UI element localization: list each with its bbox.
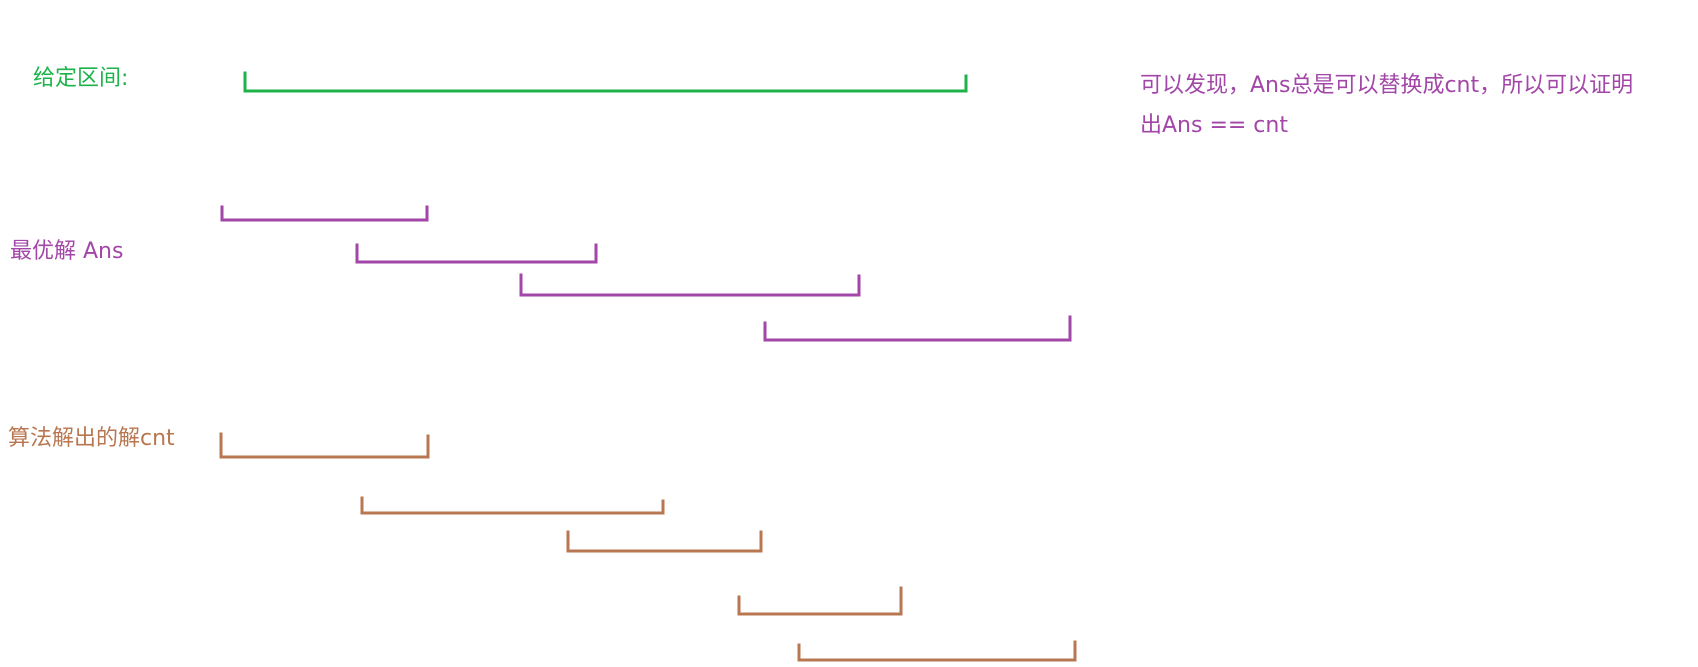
- cnt-interval-2: [360, 496, 665, 515]
- conclusion-note-line-1: 可以发现，Ans总是可以替换成cnt，所以可以证明: [1140, 73, 1634, 98]
- cnt-intervals-group: [219, 432, 1077, 662]
- cnt-interval-4: [737, 586, 903, 616]
- ans-interval-4: [763, 315, 1072, 342]
- ans-interval-2: [355, 243, 598, 264]
- ans-interval-3: [519, 273, 861, 297]
- algorithm-solution-label: 算法解出的解cnt: [8, 426, 175, 451]
- cnt-interval-3: [566, 530, 763, 553]
- given-interval-bracket: [243, 71, 968, 93]
- given-interval-group: [243, 71, 968, 93]
- given-interval-label: 给定区间:: [33, 66, 129, 91]
- optimal-solution-label: 最优解 Ans: [10, 239, 124, 264]
- cnt-interval-1: [219, 432, 430, 459]
- conclusion-note: 可以发现，Ans总是可以替换成cnt，所以可以证明 出Ans == cnt: [1140, 66, 1633, 146]
- ans-intervals-group: [220, 205, 1072, 342]
- conclusion-note-line-2: 出Ans == cnt: [1140, 113, 1288, 138]
- cnt-interval-5: [797, 640, 1077, 662]
- ans-interval-1: [220, 205, 429, 222]
